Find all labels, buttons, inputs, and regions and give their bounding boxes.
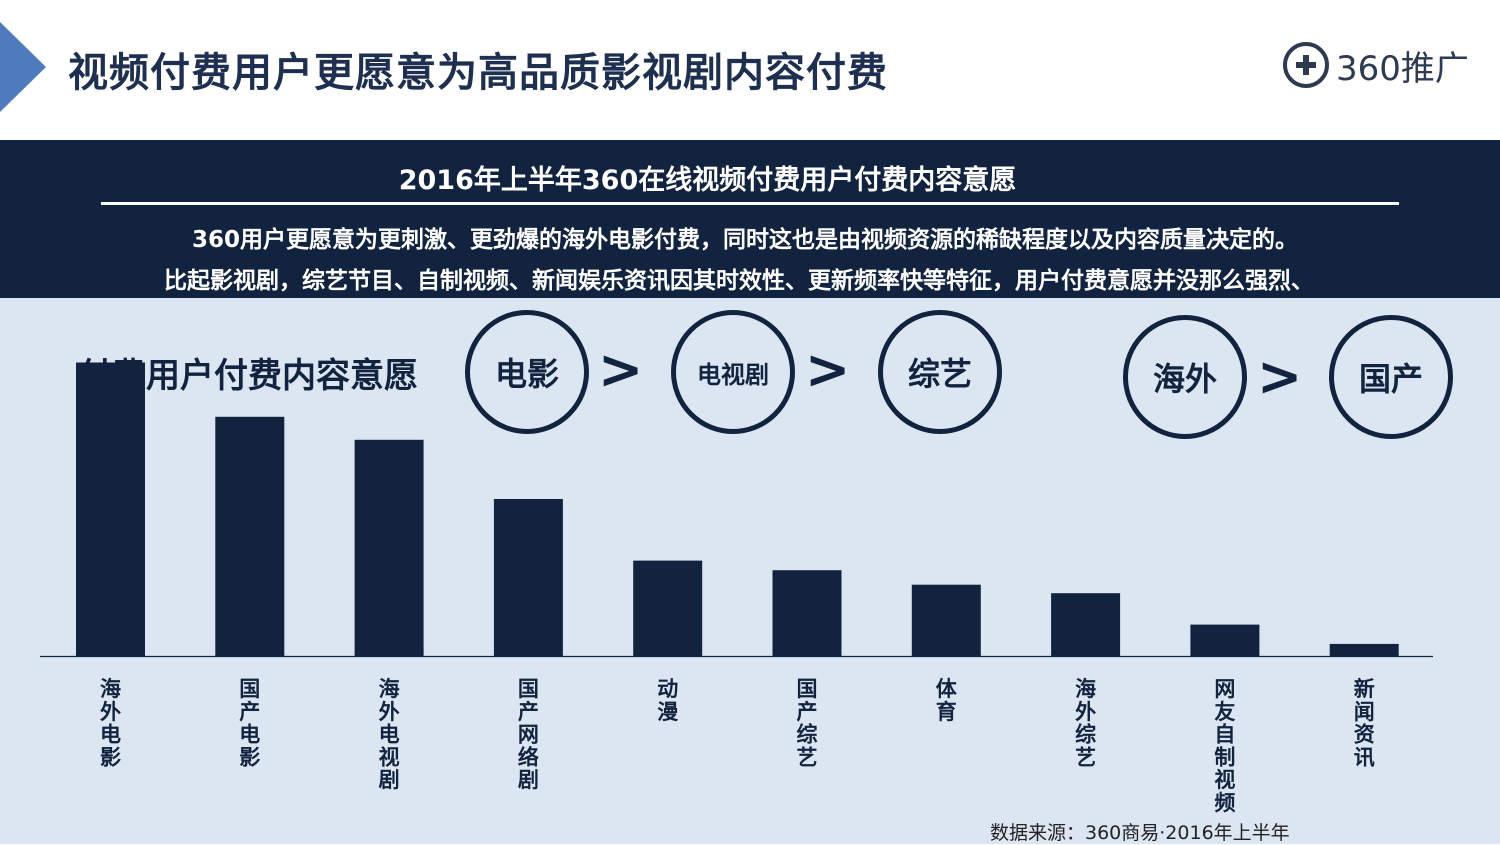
greater-than-3: > xyxy=(1257,345,1303,408)
banner-divider xyxy=(101,202,1399,205)
bar-1 xyxy=(215,416,285,656)
bar-8 xyxy=(1190,624,1260,656)
rank-circle-movie: 电影 xyxy=(465,310,589,434)
page-title: 视频付费用户更愿意为高品质影视剧内容付费 xyxy=(68,50,888,96)
bar-7 xyxy=(1051,593,1121,656)
banner-text-line-1: 360用户更愿意为更刺激、更劲爆的海外电影付费，同时这也是由视频资源的稀缺程度以… xyxy=(191,227,1298,253)
greater-than-2: > xyxy=(805,338,851,401)
x-tick-label-8: 网友自制视频 xyxy=(1214,677,1235,815)
banner-text-line-2: 比起影视剧，综艺节目、自制视频、新闻娱乐资讯因其时效性、更新频率快等特征，用户付… xyxy=(164,268,1314,294)
logo-text: 360推广 xyxy=(1336,48,1469,89)
bar-9 xyxy=(1329,643,1399,656)
x-tick-label-3: 国产网络剧 xyxy=(518,677,539,792)
bar-2 xyxy=(354,439,424,656)
greater-than-1: > xyxy=(598,338,644,401)
data-source: 数据来源：360商易·2016年上半年 xyxy=(990,822,1290,844)
rank-circle-tv-series: 电视剧 xyxy=(671,310,795,434)
logo: 360推广 xyxy=(1282,40,1469,90)
x-tick-label-2: 海外电视剧 xyxy=(379,677,400,792)
x-tick-label-7: 海外综艺 xyxy=(1075,677,1096,769)
bar-3 xyxy=(493,499,563,656)
bar-4 xyxy=(633,560,703,656)
x-tick-label-6: 体育 xyxy=(936,677,958,724)
x-tick-label-5: 国产综艺 xyxy=(797,677,818,769)
bar-5 xyxy=(772,570,842,656)
bar-6 xyxy=(911,584,981,656)
banner-title: 2016年上半年360在线视频付费用户付费内容意愿 xyxy=(398,165,1017,196)
bar-0 xyxy=(76,362,145,656)
summary-banner: 2016年上半年360在线视频付费用户付费内容意愿 360用户更愿意为更刺激、更… xyxy=(0,140,1500,298)
x-tick-label-9: 新闻资讯 xyxy=(1354,677,1375,769)
header-arrow-decoration xyxy=(0,22,46,112)
x-tick-label-0: 海外电影 xyxy=(100,677,121,769)
rank-circle-overseas: 海外 xyxy=(1123,315,1247,439)
plus-circle-icon xyxy=(1283,42,1329,88)
rank-circle-variety: 综艺 xyxy=(878,310,1002,434)
x-tick-label-4: 动漫 xyxy=(657,677,678,724)
x-tick-label-1: 国产电影 xyxy=(239,677,260,769)
bar-chart: 海外电影 国产电影 海外电视剧 国产网络剧 动漫 国产综艺 体育 海外综艺 网友自制视频 新闻资讯 xyxy=(40,362,1433,815)
header: 视频付费用户更愿意为高品质影视剧内容付费 360推广 xyxy=(0,0,1500,140)
rank-circle-domestic: 国产 xyxy=(1329,315,1453,439)
